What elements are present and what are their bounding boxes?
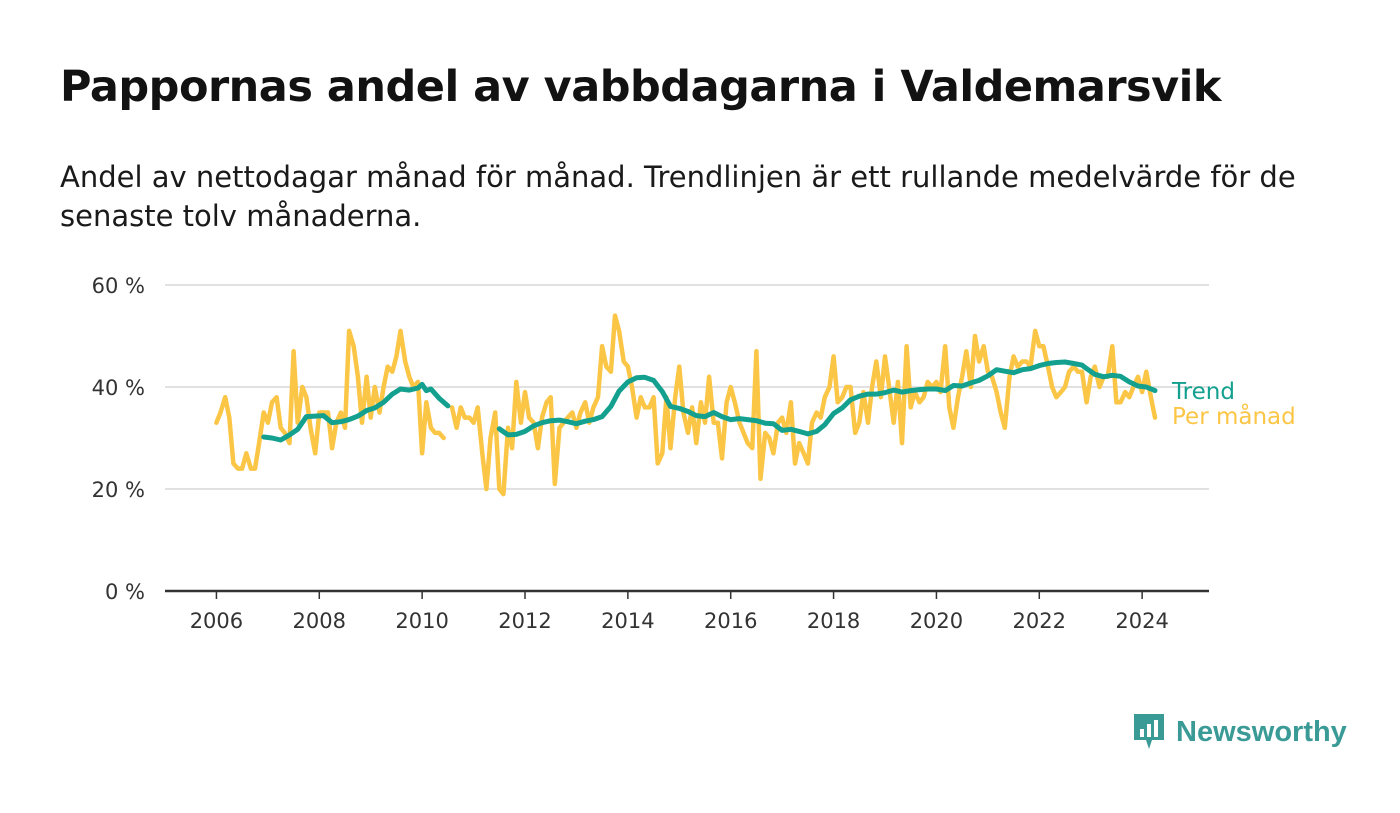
x-tick-label: 2022 bbox=[1013, 609, 1066, 633]
y-tick-label: 20 % bbox=[92, 478, 145, 502]
monthly-series-line bbox=[449, 313, 1158, 497]
brand-name: Newsworthy bbox=[1176, 715, 1347, 748]
monthly-series-label: Per månad bbox=[1172, 402, 1296, 430]
x-tick-label: 2016 bbox=[704, 609, 757, 633]
x-tick-label: 2008 bbox=[293, 609, 346, 633]
y-tick-label: 40 % bbox=[92, 376, 145, 400]
monthly-series-line bbox=[214, 328, 446, 471]
x-axis: 2006 2008 2010 2012 2014 2016 2018 2020 2022 2024 bbox=[165, 589, 1209, 633]
trend-series-line bbox=[496, 359, 1158, 438]
y-tick-label: 0 % bbox=[105, 580, 145, 604]
x-tick-label: 2018 bbox=[807, 609, 860, 633]
newsworthy-logo[interactable]: Newsworthy bbox=[1132, 712, 1347, 752]
grid-layer: 0 % 20 % 40 % 60 % bbox=[92, 274, 1209, 604]
x-tick-label: 2006 bbox=[190, 609, 243, 633]
x-tick-label: 2010 bbox=[395, 609, 448, 633]
series-layer bbox=[214, 313, 1158, 497]
x-tick-label: 2014 bbox=[601, 609, 654, 633]
x-tick-label: 2024 bbox=[1115, 609, 1168, 633]
chart-subtitle: Andel av nettodagar månad för månad. Tre… bbox=[60, 160, 1296, 233]
chart-title: Pappornas andel av vabbdagarna i Valdema… bbox=[60, 62, 1222, 112]
y-tick-label: 60 % bbox=[92, 274, 145, 298]
trend-series-label: Trend bbox=[1171, 379, 1235, 405]
x-tick-label: 2012 bbox=[498, 609, 551, 633]
newsworthy-logo-icon bbox=[1134, 714, 1164, 749]
x-tick-label: 2020 bbox=[910, 609, 963, 633]
trend-series-line bbox=[261, 381, 451, 443]
